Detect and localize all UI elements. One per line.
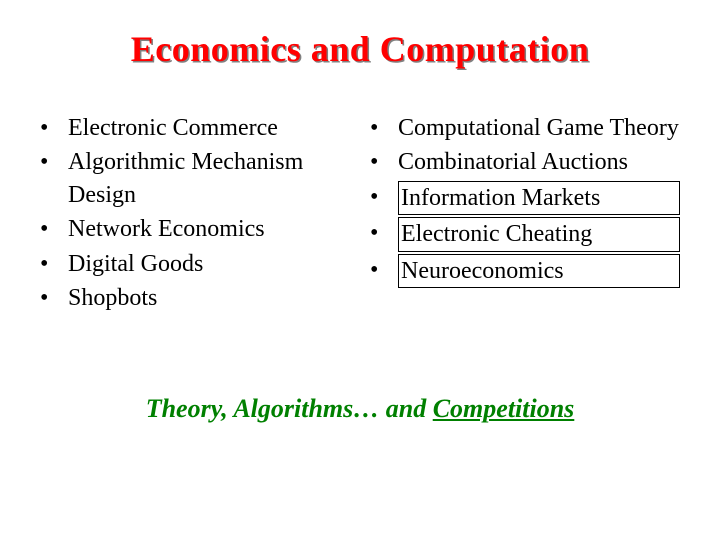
footer-underlined: Competitions xyxy=(433,394,575,423)
left-column: • Electronic Commerce • Algorithmic Mech… xyxy=(40,112,350,316)
bullet-icon: • xyxy=(40,213,68,245)
list-item-text: Combinatorial Auctions xyxy=(398,146,680,178)
list-item-text: Electronic Cheating xyxy=(398,217,680,251)
list-item-text: Shopbots xyxy=(68,282,350,314)
bullet-icon: • xyxy=(370,146,398,178)
columns-container: • Electronic Commerce • Algorithmic Mech… xyxy=(40,112,680,316)
bullet-icon: • xyxy=(370,217,398,249)
bullet-icon: • xyxy=(370,181,398,213)
list-item: • Information Markets xyxy=(370,181,680,215)
list-item: • Algorithmic Mechanism Design xyxy=(40,146,350,211)
bullet-icon: • xyxy=(40,282,68,314)
list-item: • Electronic Cheating xyxy=(370,217,680,251)
bullet-icon: • xyxy=(370,112,398,144)
right-list: • Computational Game Theory • Combinator… xyxy=(370,112,680,288)
list-item: • Shopbots xyxy=(40,282,350,314)
footer-prefix: Theory, Algorithms… and xyxy=(146,394,433,423)
list-item: • Computational Game Theory xyxy=(370,112,680,144)
list-item: • Neuroeconomics xyxy=(370,254,680,288)
list-item: • Network Economics xyxy=(40,213,350,245)
bullet-icon: • xyxy=(40,112,68,144)
list-item-text: Computational Game Theory xyxy=(398,112,680,144)
list-item-text: Neuroeconomics xyxy=(398,254,680,288)
list-item-text: Digital Goods xyxy=(68,248,350,280)
list-item-text: Algorithmic Mechanism Design xyxy=(68,146,350,211)
bullet-icon: • xyxy=(40,146,68,178)
list-item: • Digital Goods xyxy=(40,248,350,280)
slide-title: Economics and Computation xyxy=(40,28,680,70)
list-item-text: Information Markets xyxy=(398,181,680,215)
bullet-icon: • xyxy=(40,248,68,280)
footer-text: Theory, Algorithms… and Competitions xyxy=(40,394,680,424)
list-item: • Electronic Commerce xyxy=(40,112,350,144)
list-item-text: Network Economics xyxy=(68,213,350,245)
left-list: • Electronic Commerce • Algorithmic Mech… xyxy=(40,112,350,314)
right-column: • Computational Game Theory • Combinator… xyxy=(370,112,680,316)
list-item-text: Electronic Commerce xyxy=(68,112,350,144)
list-item: • Combinatorial Auctions xyxy=(370,146,680,178)
bullet-icon: • xyxy=(370,254,398,286)
slide: Economics and Computation • Electronic C… xyxy=(0,0,720,540)
